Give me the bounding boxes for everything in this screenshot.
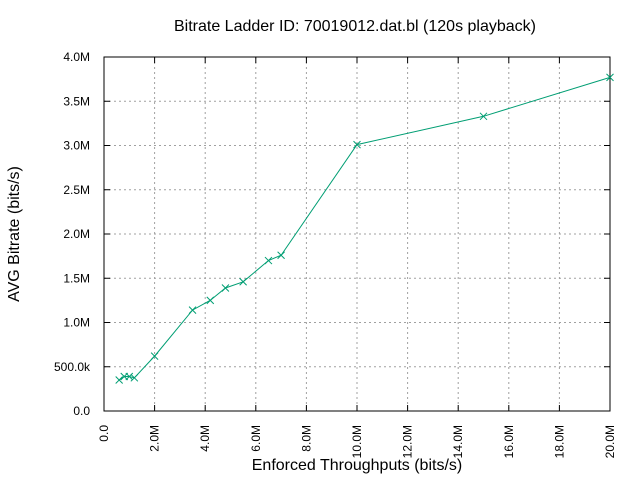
data-point-marker bbox=[125, 372, 134, 381]
y-tick-label: 3.5M bbox=[63, 94, 90, 108]
y-tick-label: 1.0M bbox=[63, 316, 90, 330]
x-tick-label: 18.0M bbox=[552, 425, 566, 458]
data-point-marker bbox=[206, 296, 215, 305]
y-tick-label: 3.0M bbox=[63, 139, 90, 153]
series-line bbox=[118, 76, 611, 381]
axis-ticks: 0.0 500.0k 1.0M 1.5M 2.0M 2.5M 3.0M 3.5M 4.0M 0.0… bbox=[54, 50, 617, 458]
marker-stroke bbox=[130, 373, 139, 382]
y-tick-label: 0.0 bbox=[73, 404, 90, 418]
plot-frame bbox=[103, 56, 611, 412]
y-tick-label: 2.5M bbox=[63, 183, 90, 197]
x-tick-label: 12.0M bbox=[401, 425, 415, 458]
x-tick-label: 4.0M bbox=[198, 425, 212, 452]
chart-title: Bitrate Ladder ID: 70019012.dat.bl (120s… bbox=[174, 18, 536, 35]
x-tick-label: 6.0M bbox=[249, 425, 263, 452]
data-point-marker bbox=[115, 376, 124, 384]
data-point-marker bbox=[239, 277, 248, 286]
series bbox=[115, 73, 614, 384]
y-axis-label: AVG Bitrate (bits/s) bbox=[6, 166, 23, 302]
marker-stroke bbox=[277, 251, 285, 260]
x-tick-label: 16.0M bbox=[502, 425, 516, 458]
marker-stroke bbox=[188, 306, 197, 314]
data-point-marker bbox=[277, 251, 285, 260]
y-tick-label: 1.5M bbox=[63, 271, 90, 285]
x-tick-label: 10.0M bbox=[350, 425, 364, 458]
y-tick-label: 2.0M bbox=[63, 227, 90, 241]
y-tick-label: 4.0M bbox=[63, 50, 90, 64]
x-axis-label: Enforced Throughputs (bits/s) bbox=[252, 457, 462, 474]
x-tick-label: 20.0M bbox=[603, 425, 617, 458]
marker-stroke bbox=[479, 112, 488, 121]
marker-stroke bbox=[353, 140, 361, 149]
data-point-marker bbox=[188, 306, 197, 314]
data-point-marker bbox=[606, 73, 614, 82]
data-point-marker bbox=[130, 373, 139, 382]
marker-stroke bbox=[606, 73, 614, 82]
grid bbox=[104, 57, 610, 411]
marker-stroke bbox=[264, 256, 273, 265]
x-tick-label: 2.0M bbox=[148, 425, 162, 452]
marker-stroke bbox=[150, 352, 159, 360]
data-point-marker bbox=[221, 284, 230, 292]
data-point-marker bbox=[264, 256, 273, 265]
marker-stroke bbox=[125, 372, 134, 381]
data-point-marker bbox=[150, 352, 159, 360]
x-tick-label: 0.0 bbox=[97, 425, 111, 442]
marker-stroke bbox=[115, 376, 124, 384]
data-point-marker bbox=[353, 140, 361, 149]
x-tick-label: 8.0M bbox=[299, 425, 313, 452]
marker-stroke bbox=[239, 277, 248, 286]
marker-stroke bbox=[221, 284, 230, 292]
y-tick-label: 500.0k bbox=[54, 360, 91, 374]
marker-stroke bbox=[206, 296, 215, 305]
x-tick-label: 14.0M bbox=[451, 425, 465, 458]
data-point-marker bbox=[479, 112, 488, 121]
